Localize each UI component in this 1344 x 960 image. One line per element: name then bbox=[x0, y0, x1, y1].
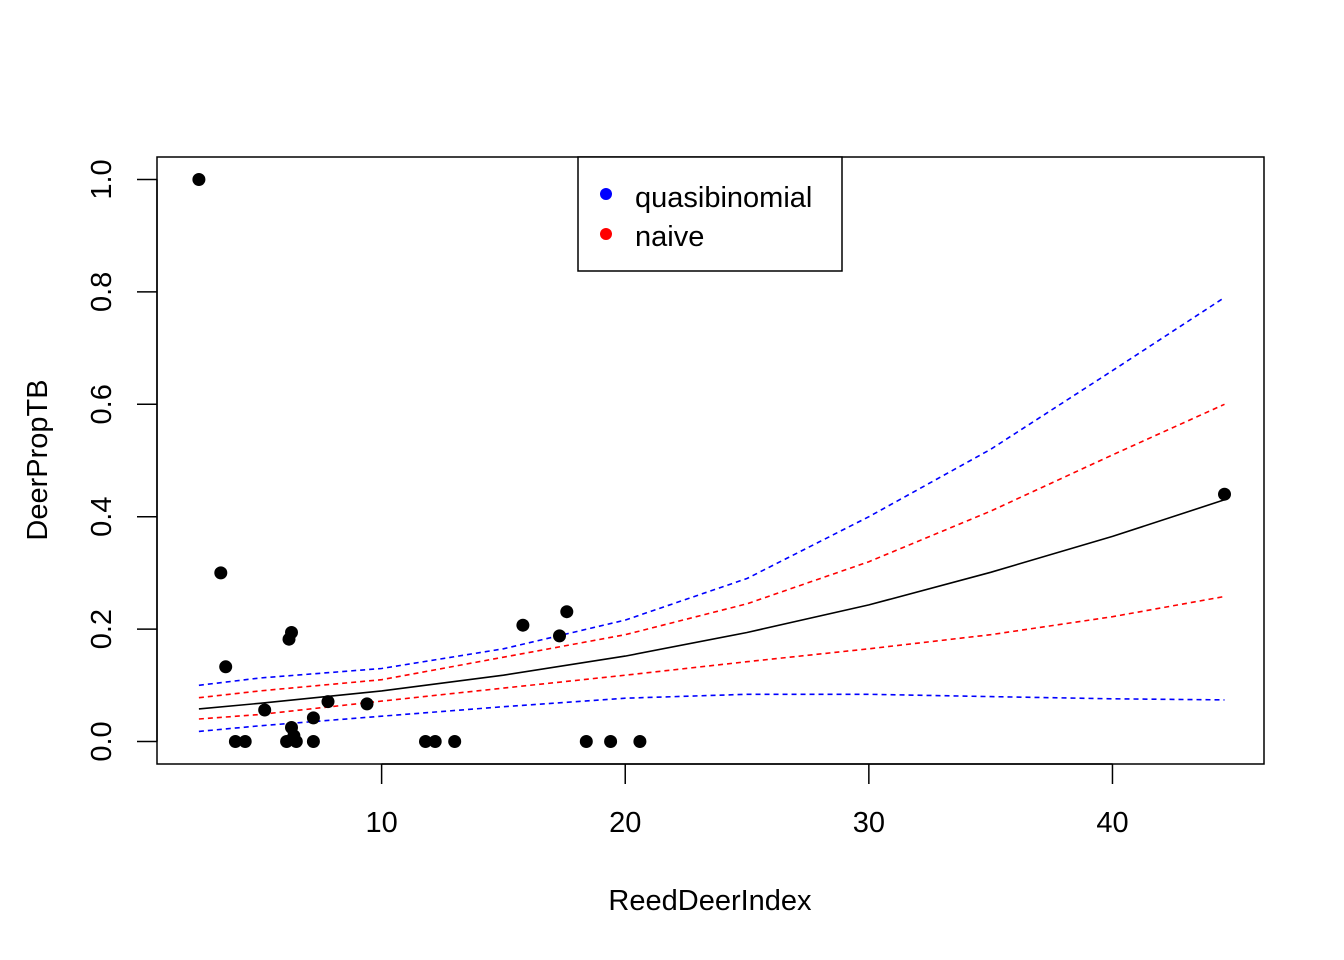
series-line-fit bbox=[198, 499, 1225, 710]
data-point bbox=[214, 566, 228, 580]
data-point bbox=[306, 735, 320, 748]
data-point bbox=[321, 695, 335, 709]
y-tick-label: 0.8 bbox=[86, 272, 118, 312]
legend-label-quasibinomial: quasibinomial bbox=[635, 182, 812, 214]
series-line-naive-lower bbox=[198, 595, 1225, 720]
data-point bbox=[1218, 487, 1231, 501]
data-point bbox=[192, 173, 206, 186]
legend: quasibinomial naive bbox=[577, 156, 843, 272]
data-point bbox=[306, 711, 320, 725]
y-tick-label: 0.6 bbox=[86, 384, 118, 424]
data-point bbox=[228, 735, 242, 748]
data-point bbox=[428, 735, 442, 748]
x-axis-title: ReedDeerIndex bbox=[608, 885, 812, 917]
data-point bbox=[604, 735, 618, 748]
y-tick-label: 0.4 bbox=[86, 497, 118, 537]
y-tick-label: 0.0 bbox=[86, 721, 118, 761]
data-point bbox=[219, 660, 233, 674]
series-line-naive-upper bbox=[198, 403, 1225, 699]
y-axis-title: DeerPropTB bbox=[22, 379, 54, 540]
legend-box bbox=[577, 156, 843, 272]
series-line-quasibinomial-upper bbox=[198, 296, 1225, 687]
x-tick-label: 10 bbox=[365, 807, 397, 839]
data-points bbox=[192, 173, 1231, 748]
data-point bbox=[516, 618, 530, 632]
data-point bbox=[448, 735, 462, 748]
legend-marker-quasibinomial bbox=[600, 188, 612, 200]
x-axis: 10 20 30 40 bbox=[365, 763, 1129, 839]
fit-lines bbox=[198, 296, 1225, 733]
x-tick-label: 40 bbox=[1096, 807, 1128, 839]
y-tick-label: 1.0 bbox=[86, 159, 118, 199]
x-tick-label: 20 bbox=[609, 807, 641, 839]
data-point bbox=[579, 735, 593, 748]
data-point bbox=[238, 735, 252, 748]
y-tick-label: 0.2 bbox=[86, 609, 118, 649]
x-tick-label: 30 bbox=[853, 807, 885, 839]
series-line-quasibinomial-lower bbox=[198, 693, 1225, 733]
data-point bbox=[289, 735, 303, 748]
data-point bbox=[285, 626, 298, 639]
data-point bbox=[258, 703, 272, 717]
legend-label-naive: naive bbox=[635, 221, 704, 253]
data-point bbox=[560, 605, 574, 619]
data-point bbox=[633, 735, 647, 748]
legend-marker-naive bbox=[600, 228, 612, 240]
y-axis: 0.0 0.2 0.4 0.6 0.8 1.0 bbox=[86, 159, 158, 762]
data-point bbox=[360, 697, 374, 711]
data-point bbox=[553, 629, 566, 643]
data-point bbox=[419, 735, 432, 748]
